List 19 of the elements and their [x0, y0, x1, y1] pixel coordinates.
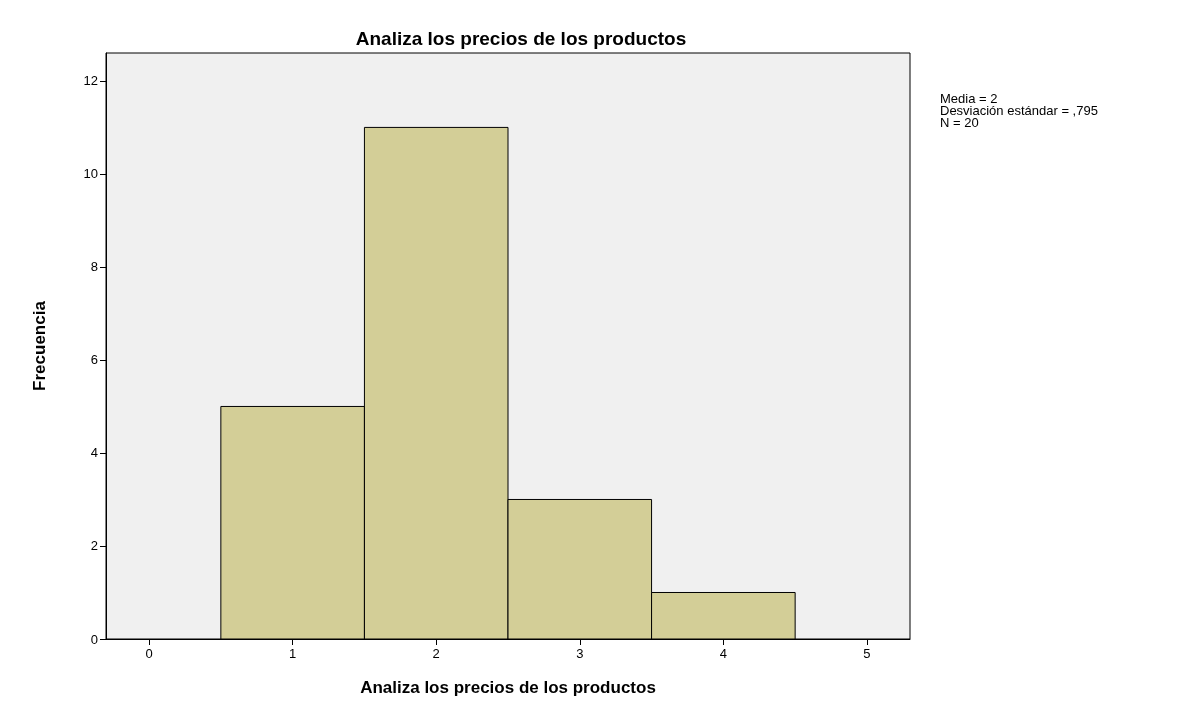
- y-tick-label: 10: [83, 166, 98, 182]
- text: Media = 2: [940, 91, 998, 106]
- x-tick-label: 3: [576, 646, 584, 661]
- x-axis-title: Analiza los precios de los productos: [360, 678, 656, 697]
- y-tick-label: 12: [83, 73, 98, 89]
- y-tick-label: 2: [90, 538, 98, 554]
- text: N = 20: [940, 115, 979, 130]
- x-tick-label: 2: [432, 646, 440, 661]
- y-tick-label: 0: [90, 631, 98, 647]
- x-tick-label: 5: [863, 646, 871, 661]
- x-tick-label: 0: [145, 646, 153, 661]
- y-tick-label: 4: [90, 445, 98, 461]
- x-tick-label: 1: [289, 646, 297, 661]
- x-tick-label: 4: [719, 646, 727, 661]
- text: Desviación estándar = ,795: [940, 103, 1098, 118]
- y-tick-label: 6: [90, 352, 98, 368]
- y-axis-title: Frecuencia: [30, 300, 49, 391]
- y-tick-label: 8: [90, 259, 98, 275]
- chart-title: Analiza los precios de los productos: [355, 28, 687, 49]
